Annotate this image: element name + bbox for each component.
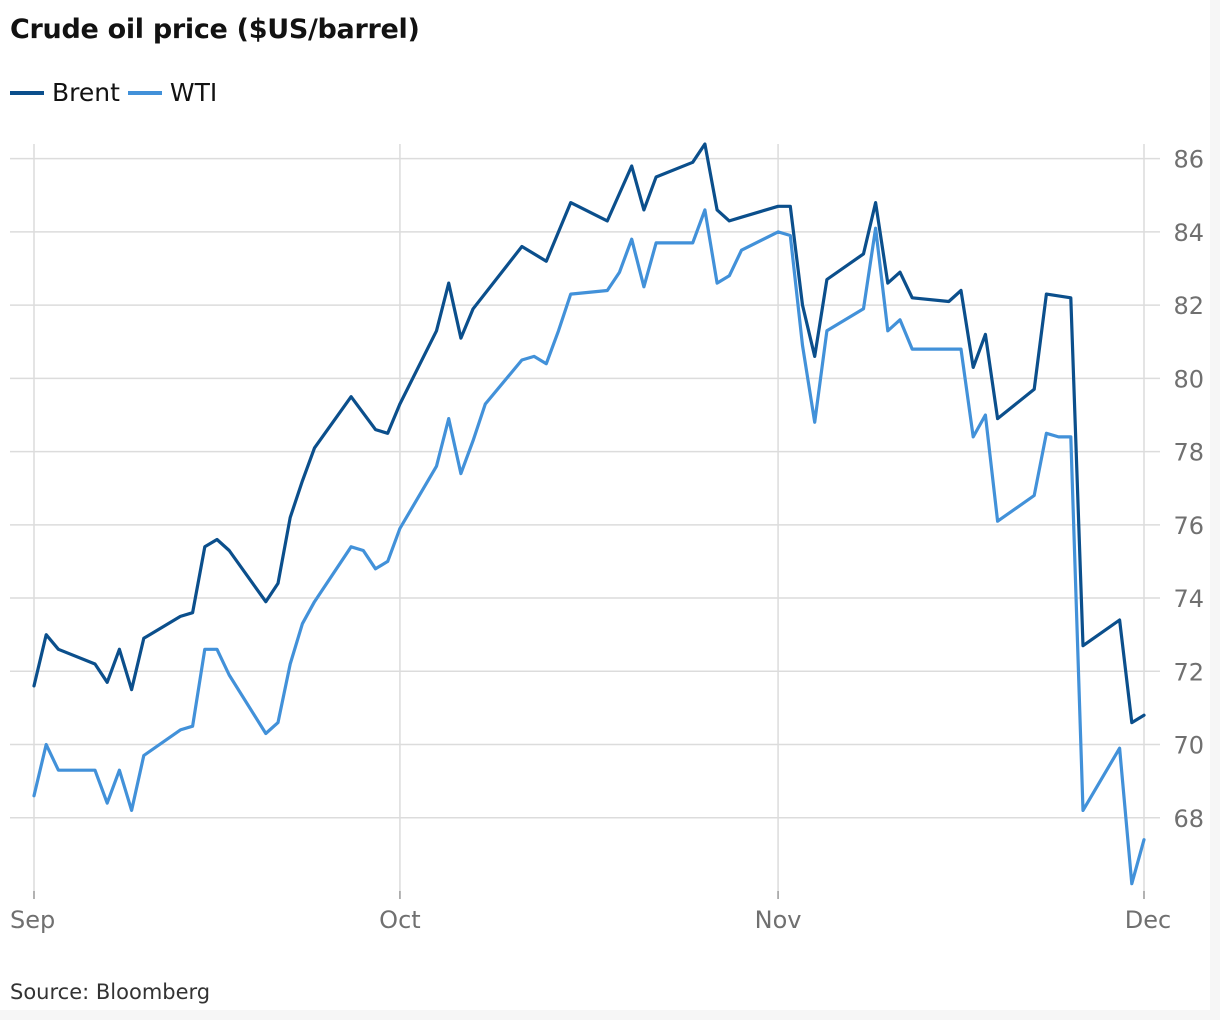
- y-tick-label-80: 80: [1173, 365, 1204, 393]
- y-tick-label-82: 82: [1173, 292, 1204, 320]
- series-line-brent: [32, 142, 1146, 725]
- source-note: Source: Bloomberg: [10, 980, 211, 1004]
- chart-legend: Brent WTI: [10, 78, 225, 107]
- grid-lines: [10, 144, 1160, 891]
- legend-item-wti: WTI: [127, 78, 218, 107]
- x-tick-label-nov: Nov: [755, 906, 802, 934]
- x-axis: Sep Oct Nov Dec: [10, 891, 1171, 934]
- x-tick-label-dec: Dec: [1125, 906, 1171, 934]
- legend-swatch-wti: [127, 90, 162, 95]
- y-tick-label-68: 68: [1173, 805, 1204, 833]
- y-tick-label-86: 86: [1173, 146, 1204, 174]
- series-lines: [32, 142, 1146, 886]
- legend-item-brent: Brent: [10, 78, 120, 107]
- y-tick-label-74: 74: [1173, 585, 1204, 613]
- y-axis: 68 70 72 74 76 78 80 82 84 86: [1173, 146, 1204, 833]
- line-chart: 68 70 72 74 76 78 80 82 84 86 Sep Oct Nov Dec: [10, 142, 1204, 934]
- legend-label-wti: WTI: [169, 78, 218, 107]
- x-tick-label-oct: Oct: [379, 906, 421, 934]
- y-tick-label-76: 76: [1173, 512, 1204, 540]
- y-tick-label-78: 78: [1173, 439, 1204, 467]
- y-tick-label-84: 84: [1173, 219, 1204, 247]
- legend-label-brent: Brent: [52, 78, 120, 107]
- y-tick-label-72: 72: [1173, 658, 1204, 686]
- chart-title: Crude oil price ($US/barrel): [10, 14, 420, 45]
- series-line-wti: [32, 208, 1146, 886]
- x-tick-label-sep: Sep: [10, 906, 55, 934]
- y-tick-label-70: 70: [1173, 732, 1204, 760]
- legend-swatch-brent: [10, 90, 44, 95]
